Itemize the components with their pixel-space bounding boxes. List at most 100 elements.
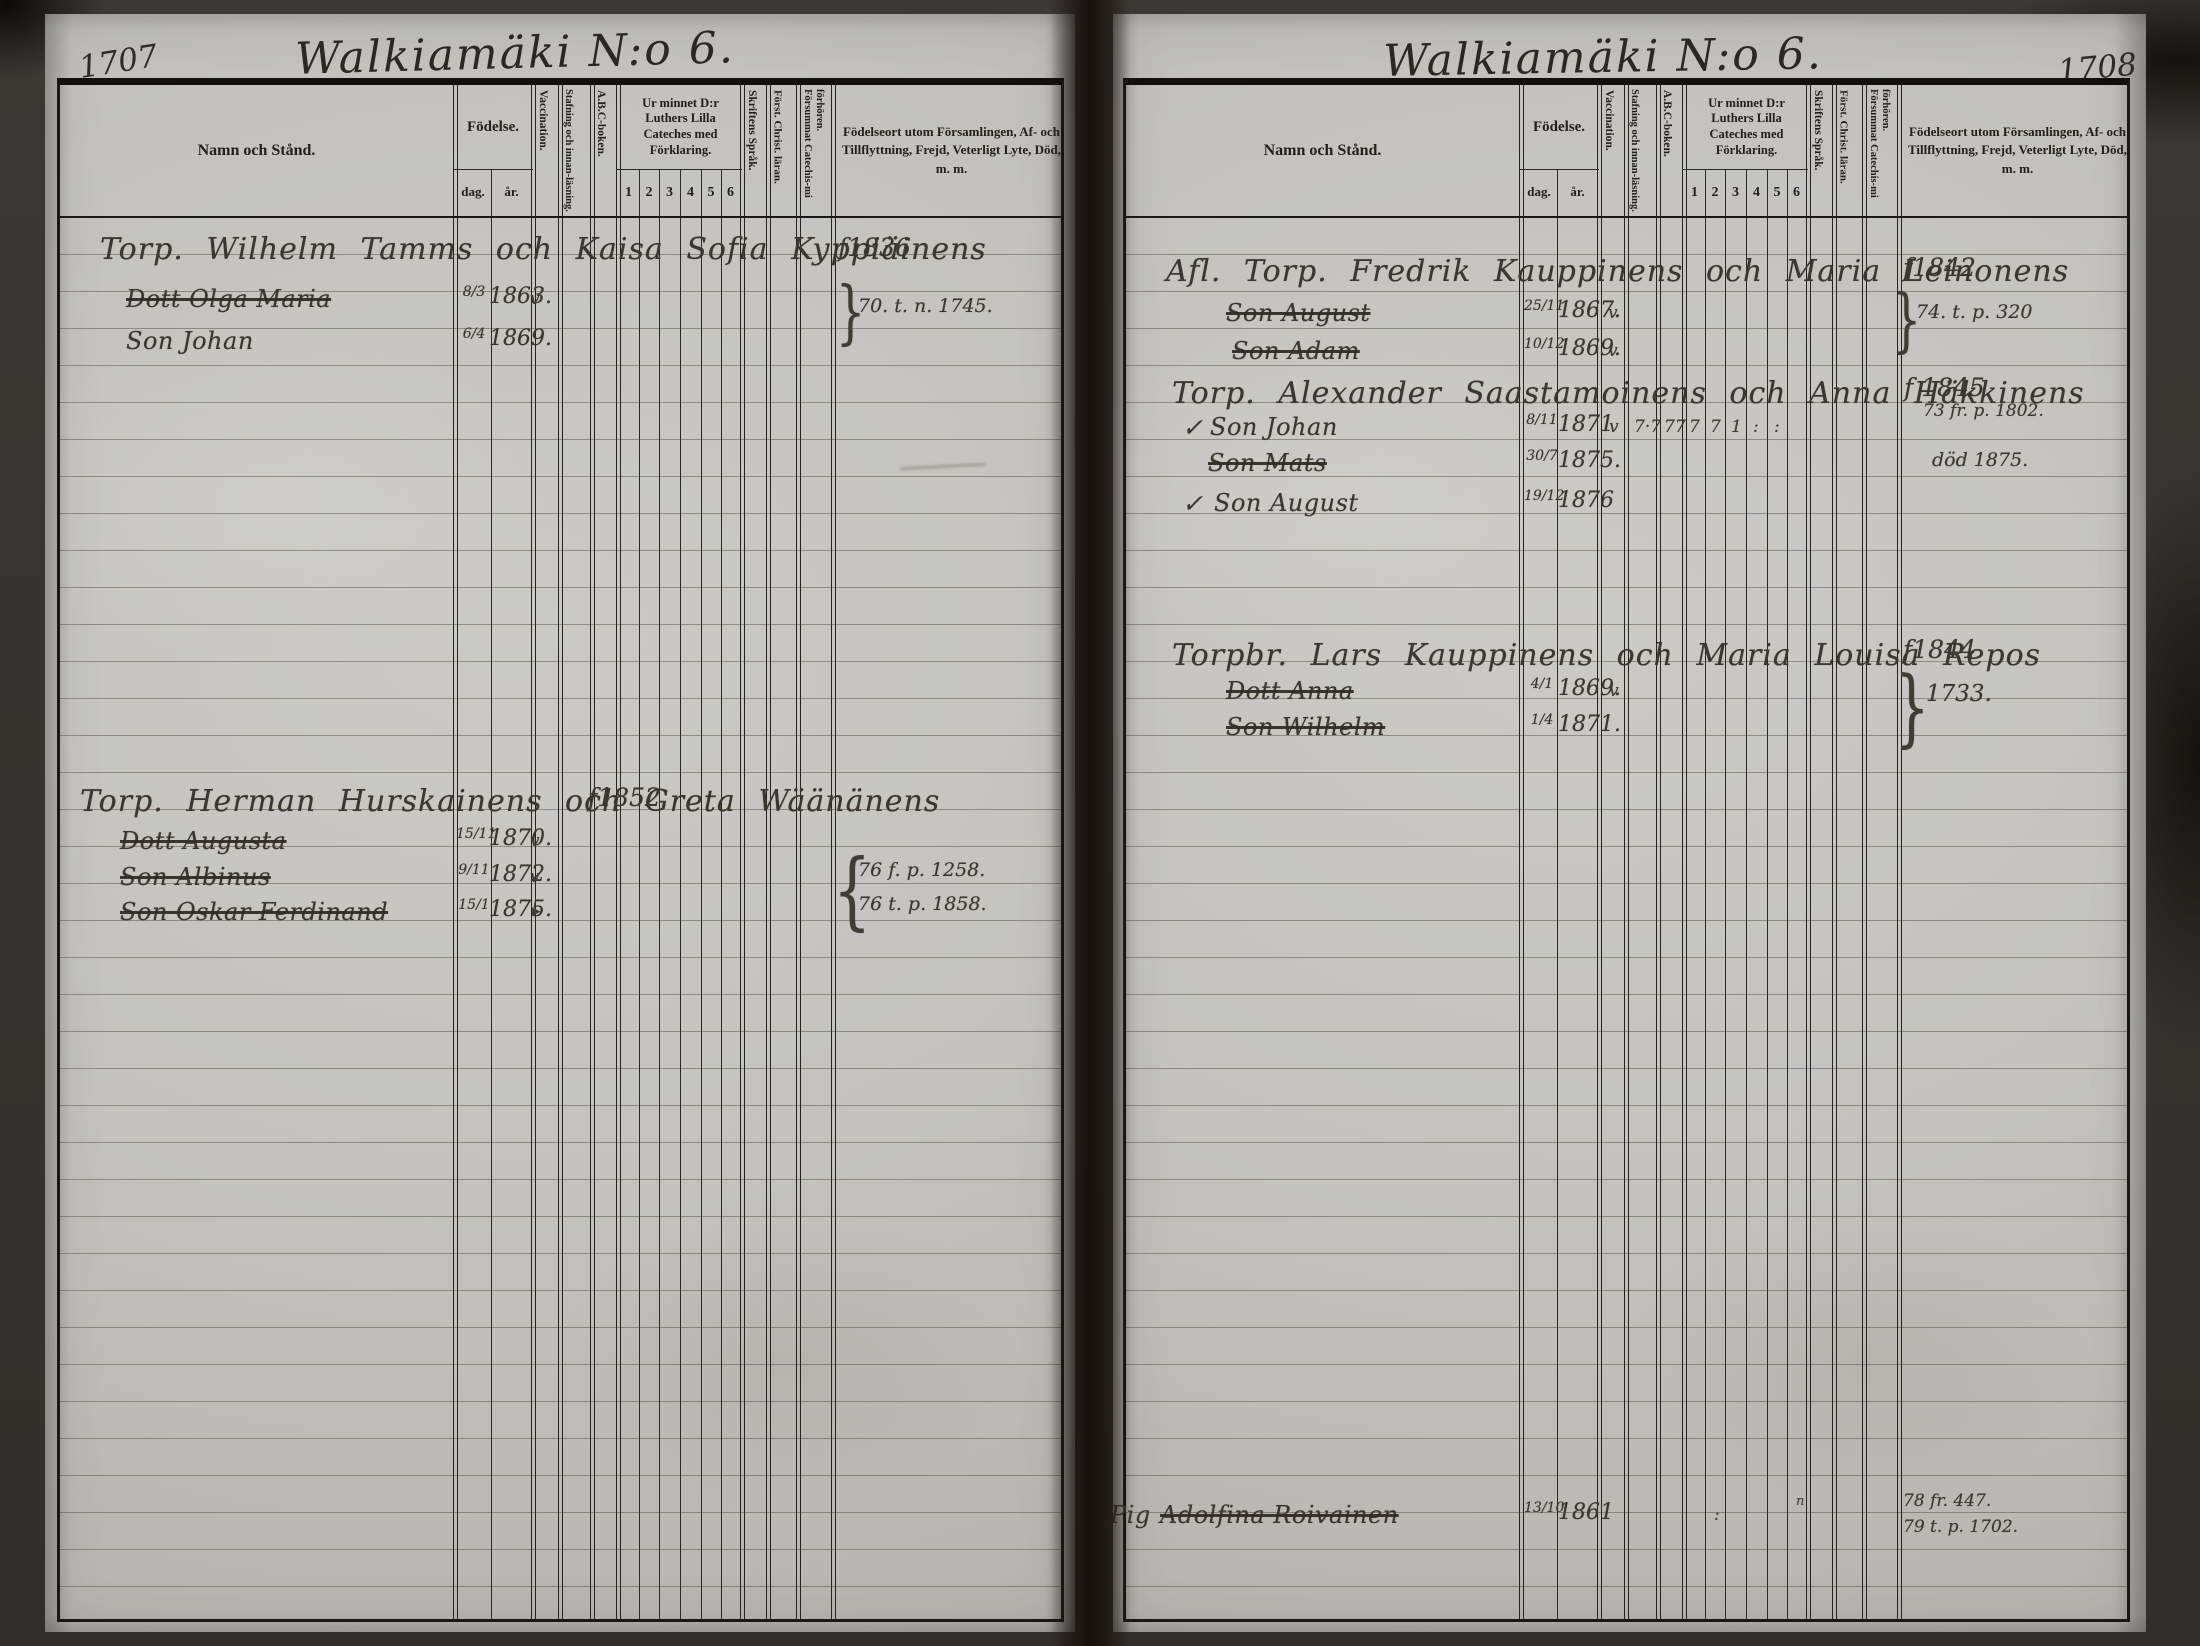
col-header-neglect: Försummat Catechis-mi förhören. xyxy=(802,89,826,198)
entry-name: Son Albinus xyxy=(120,863,271,891)
subcolumn-divider xyxy=(1767,169,1768,1619)
entry-name: Dott Anna xyxy=(1226,677,1354,705)
entry-name: Torpbr. Lars Kauppinens och Maria Louisa… xyxy=(1172,638,2042,673)
entry-birth-year: 1871. xyxy=(1558,712,1621,737)
col-header-name: Namn och Stånd. xyxy=(1263,141,1382,159)
entry-remark: 73 fr. p. 1802. xyxy=(1923,401,2044,421)
column-divider xyxy=(590,85,595,1619)
entry-remark: 70. t. n. 1745. xyxy=(858,295,993,317)
col-header-abc: A.B.C-boken. xyxy=(1661,90,1674,157)
col-header-christianity: Först. Christ. läran. xyxy=(1837,90,1850,184)
entry-birth-day: 10/12 xyxy=(1524,336,1565,352)
col-header-cat-2: 2 xyxy=(645,184,653,200)
entry-birth-year: 1871 xyxy=(1558,412,1614,437)
subcolumn-divider xyxy=(680,169,681,1619)
col-header-cat-4: 4 xyxy=(1753,184,1760,200)
entry-name: Son Mats xyxy=(1208,449,1327,477)
exam-mark: v xyxy=(1609,417,1619,437)
vaccination-mark: v xyxy=(1608,341,1618,361)
entry-birthyear-note: f1842 xyxy=(1903,253,1976,282)
entry-name: Torp. Wilhelm Tamms och Kaisa Sofia Kypp… xyxy=(100,232,987,267)
entry-birth-day: 30/7 xyxy=(1526,448,1558,464)
col-header-cat-3: 3 xyxy=(666,184,673,200)
entry-birth-day: 25/11 xyxy=(1524,298,1565,314)
vaccination-mark: v xyxy=(1609,681,1619,701)
check-mark: ✓ xyxy=(1182,489,1203,518)
entry-birthyear-note: f1836 xyxy=(838,233,911,262)
record-table: Namn och Stånd. Födelse. dag. år. Vaccin… xyxy=(57,78,1064,1622)
entry-remark: död 1875. xyxy=(1932,449,2029,471)
ink-brace: } xyxy=(1892,279,1922,360)
book-binding xyxy=(1050,0,1130,1646)
record-table: Namn och Stånd. Födelse. dag. år. Vaccin… xyxy=(1110,78,2130,1622)
col-header-cat-5: 5 xyxy=(707,184,715,200)
entry-remark: 74. t. p. 320 xyxy=(1916,301,2033,323)
col-header-birth-year: år. xyxy=(1570,184,1585,200)
entry-remark: 78 fr. 447. xyxy=(1903,1491,1992,1511)
entry-remark: 1733. xyxy=(1926,681,1992,707)
entry-birth-year: 1872. xyxy=(489,862,552,887)
ink-brace: } xyxy=(836,271,866,352)
subcolumn-divider xyxy=(721,169,722,1619)
vaccination-mark: v xyxy=(530,831,540,851)
entry-birth-year: 1863. xyxy=(489,284,552,309)
col-header-vaccination: Vaccination. xyxy=(1603,90,1616,151)
vaccination-mark: v xyxy=(530,867,540,887)
header-subdivider xyxy=(1519,169,1599,170)
header-bottom-line xyxy=(60,216,1061,218)
check-mark: ✓ xyxy=(1182,413,1203,442)
header-subdivider xyxy=(1682,169,1808,170)
entry-name: Son Wilhelm xyxy=(1226,713,1386,741)
col-header-catechism: Ur minnet D:r Luthers Lilla Cateches med… xyxy=(1708,95,1785,157)
subcolumn-divider xyxy=(639,169,640,1619)
entry-birth-year: 1867. xyxy=(1558,298,1621,323)
column-divider xyxy=(453,85,458,1619)
entry-birth-day: 9/11 xyxy=(458,862,490,878)
col-header-spelling: Stafning och innan-läsning. xyxy=(563,89,575,212)
exam-mark: : xyxy=(1774,417,1780,437)
column-divider xyxy=(1519,85,1524,1619)
col-header-birth-year: år. xyxy=(504,184,519,200)
entry-birth-day: 8/11 xyxy=(1526,412,1558,428)
vaccination-mark: v xyxy=(1608,303,1618,323)
col-header-christianity: Först. Christ. läran. xyxy=(771,90,784,184)
exam-mark: 7 xyxy=(1689,417,1700,437)
vaccination-mark: v xyxy=(530,289,540,309)
col-header-spelling: Stafning och innan-läsning. xyxy=(1629,89,1641,212)
entry-name: Adolfina Roivainen xyxy=(1160,1501,1399,1529)
column-divider xyxy=(1597,85,1602,1619)
exam-mark: 7·7 xyxy=(1634,417,1662,437)
col-header-remarks: Födelseort utom Församlingen, Af- och Ti… xyxy=(841,124,1062,176)
entry-name: Son Johan xyxy=(1210,413,1338,441)
subcolumn-divider xyxy=(1557,169,1558,1619)
entry-name: Afl. Torp. Fredrik Kauppinens och Maria … xyxy=(1166,254,2070,289)
entry-name: Dott Olga Maria xyxy=(126,285,332,313)
col-header-birth: Födelse. xyxy=(1532,118,1586,135)
subcolumn-divider xyxy=(491,169,492,1619)
entry-birth-year: 1861 xyxy=(1558,1500,1614,1525)
entry-birthyear-note: f1844 xyxy=(1903,635,1976,664)
entry-name: Son Adam xyxy=(1232,337,1360,365)
col-header-cat-6: 6 xyxy=(727,184,734,200)
subcolumn-divider xyxy=(1746,169,1747,1619)
column-divider xyxy=(1897,85,1902,1619)
ruled-lines xyxy=(60,218,1061,1619)
col-header-catechism: Ur minnet D:r Luthers Lilla Cateches med… xyxy=(642,95,719,157)
col-header-script: Skriftens Språk. xyxy=(1812,90,1825,171)
col-header-name: Namn och Stånd. xyxy=(197,141,316,159)
entry-birth-day: 19/12 xyxy=(1524,488,1565,504)
subcolumn-divider xyxy=(1705,169,1706,1619)
entry-birth-year: 1876 xyxy=(1558,488,1614,513)
col-header-cat-5: 5 xyxy=(1773,184,1781,200)
entry-remark: 79 t. p. 1702. xyxy=(1903,1517,2019,1537)
ruled-lines xyxy=(1126,218,2127,1619)
entry-birth-year: 1875. xyxy=(489,897,552,922)
col-header-script: Skriftens Språk. xyxy=(746,90,759,171)
col-header-cat-2: 2 xyxy=(1711,184,1719,200)
annotation-mark: ▸ xyxy=(532,901,541,921)
col-header-remarks: Födelseort utom Församlingen, Af- och Ti… xyxy=(1907,124,2128,176)
column-divider xyxy=(531,85,536,1619)
column-divider xyxy=(1624,85,1629,1619)
column-divider xyxy=(796,85,801,1619)
entry-birth-year: 1870. xyxy=(489,826,552,851)
